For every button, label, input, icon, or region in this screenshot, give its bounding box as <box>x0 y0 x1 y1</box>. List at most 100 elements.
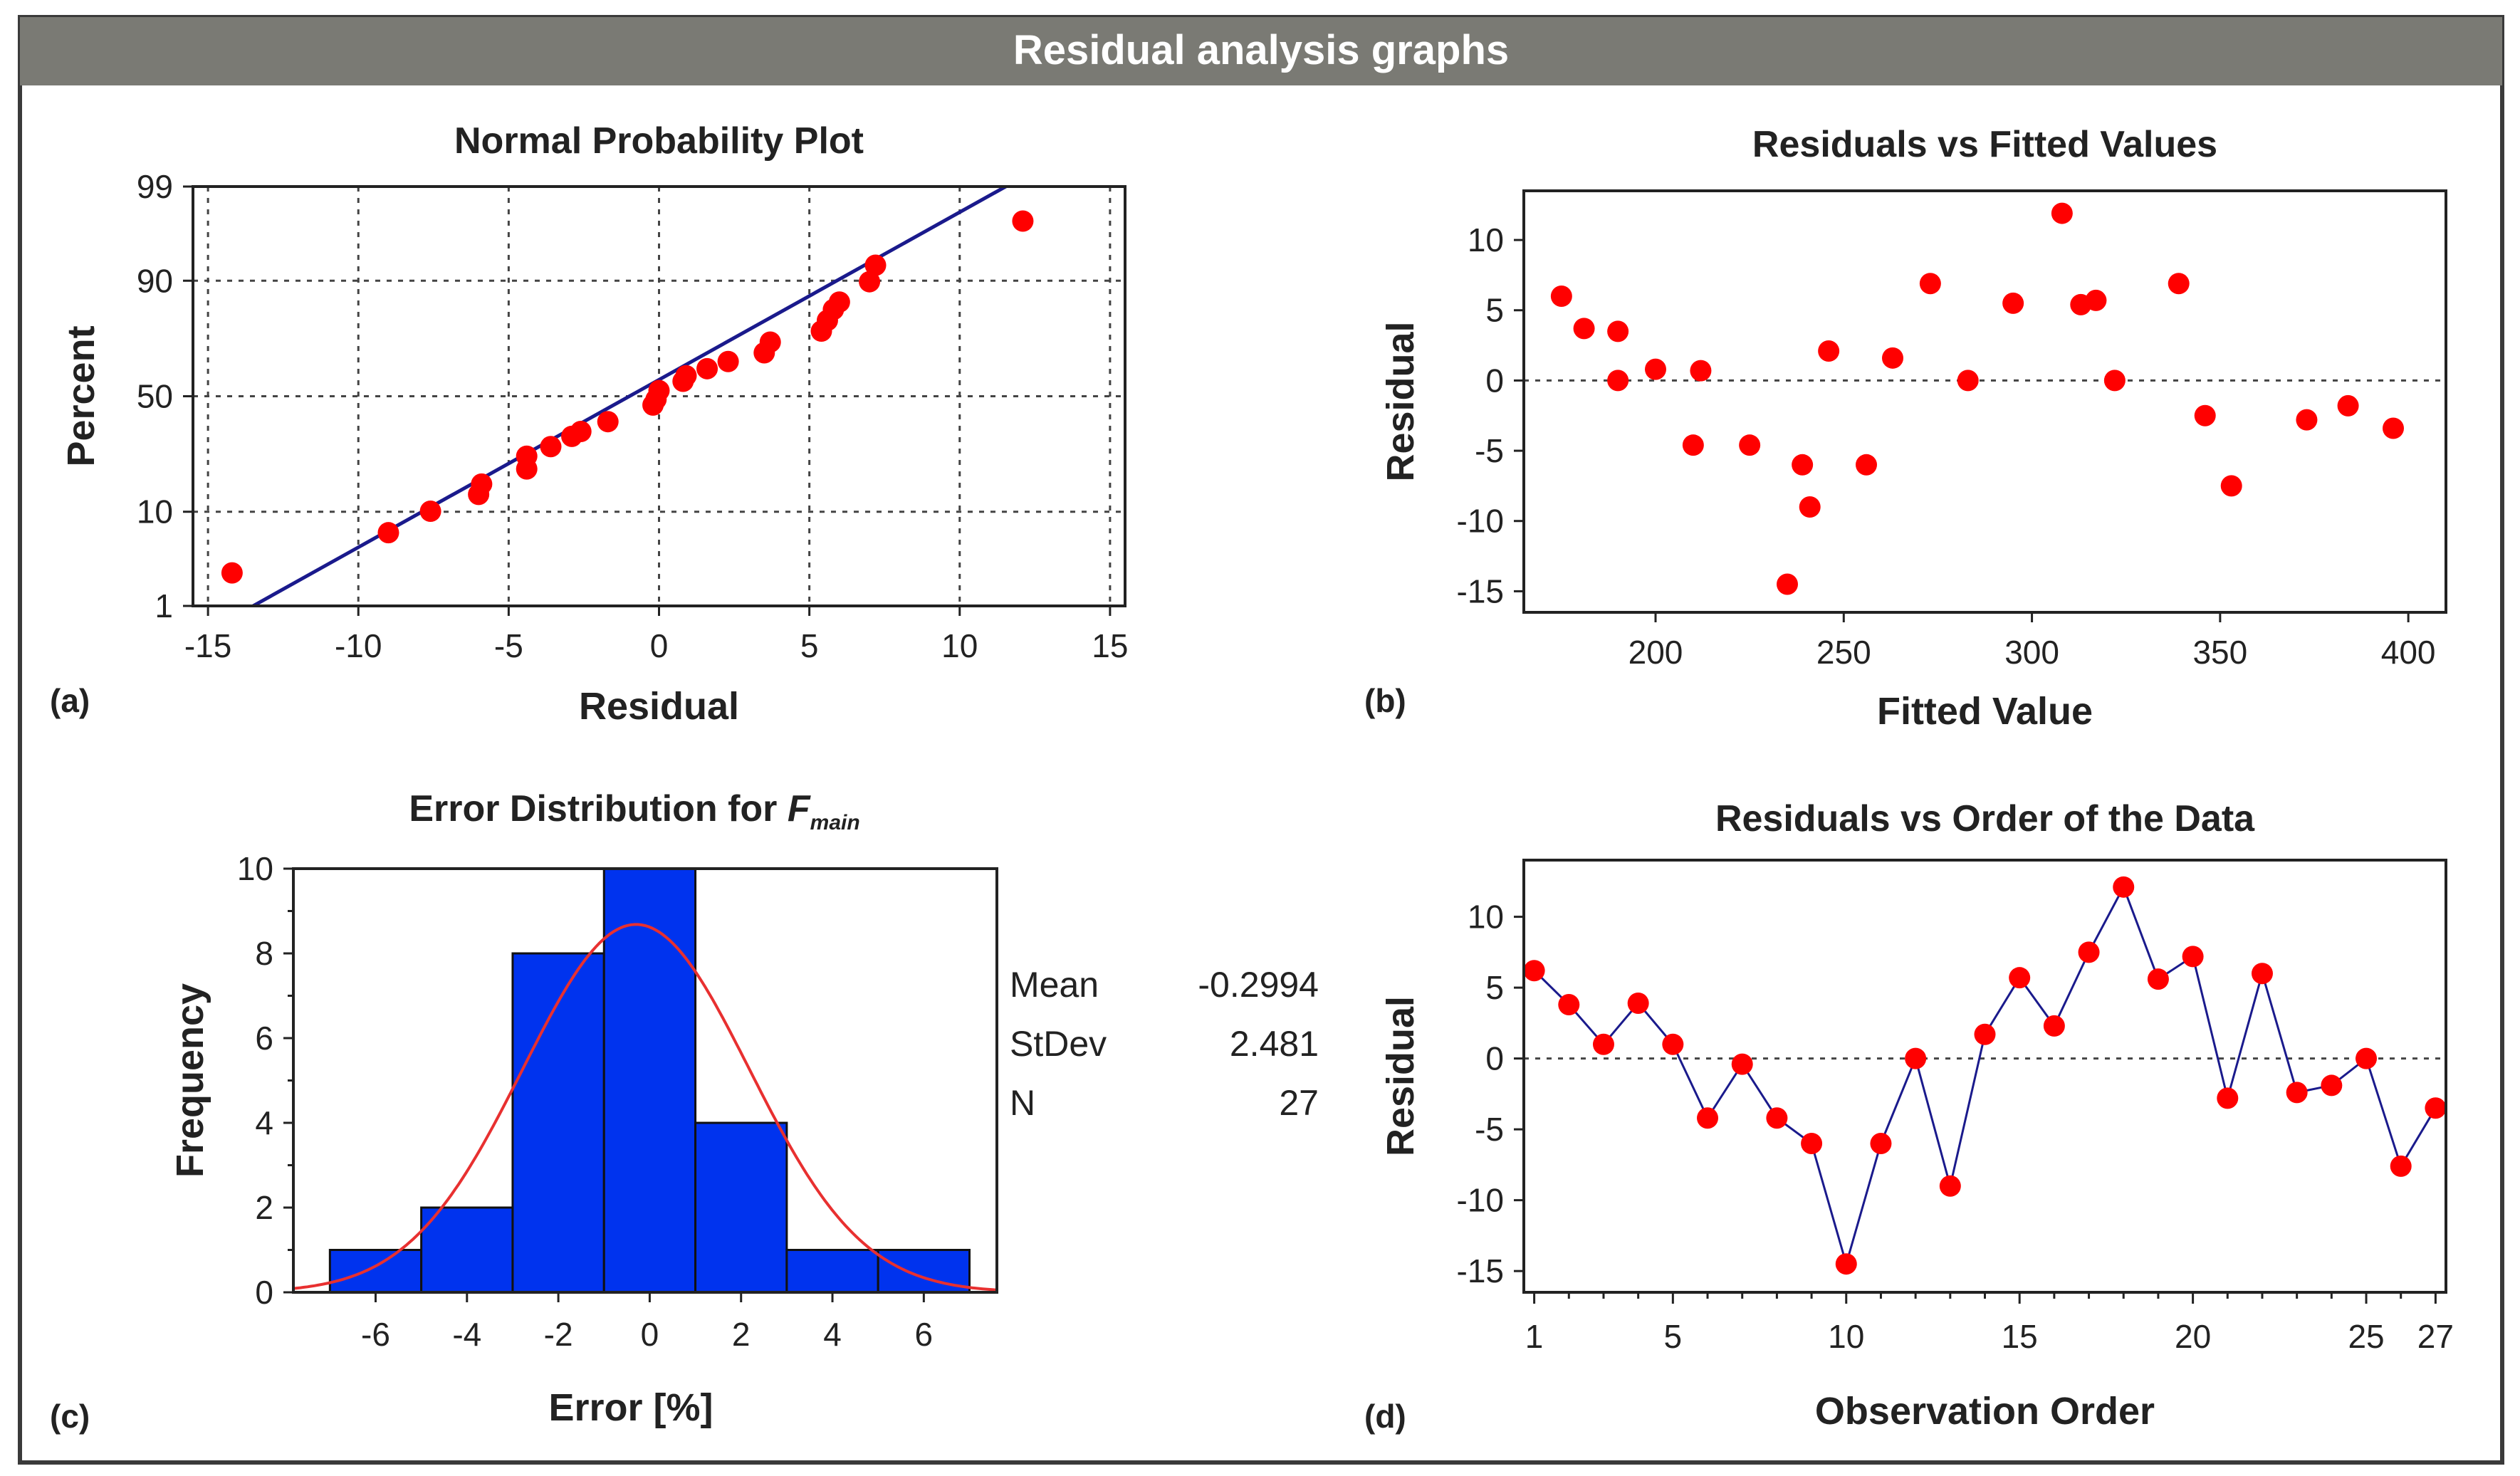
rvo-xtick-label-0: 1 <box>1525 1318 1544 1355</box>
rvf-point-26 <box>2383 417 2404 439</box>
rvo-point-1 <box>1558 993 1580 1015</box>
rvo-point-16 <box>2078 941 2100 963</box>
npp-xlabel: Residual <box>579 685 739 728</box>
npp-point-15 <box>675 365 697 387</box>
npp-ylabel: Percent <box>60 325 103 466</box>
npp-point-13 <box>648 380 670 402</box>
rvo-point-10 <box>1870 1133 1892 1155</box>
rvo-xtick-label-6: 27 <box>2417 1318 2454 1355</box>
npp-xtick-label-2: -5 <box>494 627 523 664</box>
rvo-xtick-label-2: 10 <box>1828 1318 1864 1355</box>
rvf-point-23 <box>2220 475 2242 497</box>
hist-normal-curve <box>293 923 998 1292</box>
rvf-point-11 <box>1818 340 1840 362</box>
rvo-xtick-label-5: 25 <box>2348 1318 2384 1355</box>
rvo-ylabel: Residual <box>1379 996 1422 1156</box>
rvf-ytick-label-0: -15 <box>1457 572 1504 609</box>
rvf-point-24 <box>2296 409 2318 431</box>
npp-xtick-label-3: 0 <box>650 627 669 664</box>
npp-point-4 <box>471 473 493 495</box>
hist-bar-3 <box>602 867 697 1294</box>
rvf-title: Residuals vs Fitted Values <box>1752 124 2217 165</box>
rvo-point-2 <box>1592 1033 1614 1055</box>
normal-probability-plot: Normal Probability Plot -15 -10 -5 0 5 10 15 1 10… <box>60 120 1128 728</box>
rvf-point-17 <box>2051 202 2073 224</box>
rvo-point-6 <box>1731 1053 1753 1075</box>
rvo-point-7 <box>1766 1107 1788 1129</box>
rvf-ytick-label-1: -10 <box>1457 503 1504 540</box>
hist-xtick-label-3: 0 <box>641 1316 659 1353</box>
error-distribution-histogram: Error Distribution for Fmain -6 -4 -2 0 2 4 6 0 2… <box>169 788 1319 1429</box>
rvo-point-13 <box>1974 1023 1996 1045</box>
npp-ytick-label-3: 90 <box>137 262 173 299</box>
rvf-point-10 <box>1799 496 1821 518</box>
npp-point-17 <box>717 350 739 372</box>
rvo-point-11 <box>1905 1047 1927 1069</box>
hist-frame <box>292 867 998 1294</box>
rvo-point-3 <box>1627 993 1649 1015</box>
npp-point-6 <box>516 445 538 467</box>
hist-ytick-label-5: 10 <box>237 850 273 887</box>
header-bar <box>20 17 2502 85</box>
panel-label-d: (d) <box>1364 1398 1406 1435</box>
rvf-point-22 <box>2194 404 2216 426</box>
npp-xtick-label-6: 15 <box>1092 627 1128 664</box>
rvf-xtick-label-1: 250 <box>1816 634 1871 671</box>
rvo-ytick-label-3: 0 <box>1485 1040 1504 1077</box>
rvo-point-21 <box>2251 963 2273 985</box>
hist-xtick-label-6: 6 <box>915 1316 934 1353</box>
hist-stat-value-2: 27 <box>1279 1083 1319 1123</box>
hist-stat-label-2: N <box>1010 1083 1035 1123</box>
panel-label-a: (a) <box>50 682 90 719</box>
rvo-point-20 <box>2217 1087 2239 1109</box>
rvf-point-0 <box>1550 286 1572 307</box>
rvo-title: Residuals vs Order of the Data <box>1715 798 2255 839</box>
rvo-point-4 <box>1662 1033 1684 1055</box>
hist-xtick-label-0: -6 <box>361 1316 390 1353</box>
rvo-xlabel: Observation Order <box>1815 1390 2155 1433</box>
rvf-point-19 <box>2085 289 2107 311</box>
rvf-point-16 <box>2002 292 2024 314</box>
hist-ytick-label-1: 2 <box>255 1189 273 1226</box>
npp-point-9 <box>570 420 592 442</box>
rvo-point-12 <box>1939 1175 1961 1197</box>
npp-ytick-label-0: 1 <box>155 587 173 624</box>
rvf-point-25 <box>2337 394 2359 417</box>
rvo-point-22 <box>2286 1082 2308 1104</box>
hist-ytick-label-2: 4 <box>255 1104 273 1141</box>
residuals-vs-fitted-plot: Residuals vs Fitted Values 200 250 300 350 40… <box>1379 124 2447 733</box>
hist-ytick-label-0: 0 <box>255 1274 273 1311</box>
hist-bar-0 <box>328 1249 423 1294</box>
panel-label-b: (b) <box>1364 682 1406 719</box>
npp-xtick-label-4: 5 <box>800 627 819 664</box>
npp-xtick-label-0: -15 <box>184 627 231 664</box>
rvf-point-20 <box>2103 370 2126 392</box>
rvf-ytick-label-5: 10 <box>1468 221 1504 258</box>
panel-label-c: (c) <box>50 1398 90 1435</box>
rvo-point-17 <box>2113 876 2135 898</box>
npp-point-24 <box>859 271 881 293</box>
rvo-frame <box>1522 859 2447 1294</box>
rvo-point-19 <box>2182 946 2204 968</box>
rvf-xlabel: Fitted Value <box>1877 690 2093 733</box>
rvf-point-6 <box>1690 360 1712 382</box>
hist-title: Error Distribution for Fmain <box>409 788 859 834</box>
rvo-point-9 <box>1835 1253 1857 1275</box>
rvf-point-21 <box>2168 273 2190 295</box>
npp-point-19 <box>759 331 781 353</box>
rvo-ytick-label-4: 5 <box>1485 969 1504 1006</box>
rvo-point-5 <box>1697 1107 1719 1129</box>
npp-xtick-label-1: -10 <box>335 627 382 664</box>
hist-ytick-label-3: 6 <box>255 1020 273 1057</box>
rvo-xtick-label-1: 5 <box>1664 1318 1683 1355</box>
rvf-xtick-label-3: 350 <box>2192 634 2247 671</box>
hist-stat-value-0: -0.2994 <box>1198 965 1319 1005</box>
rvf-point-9 <box>1792 454 1814 476</box>
rvf-point-2 <box>1607 320 1629 342</box>
rvf-ytick-label-3: 0 <box>1485 362 1504 399</box>
npp-point-7 <box>540 436 562 458</box>
rvf-xtick-label-0: 200 <box>1628 634 1683 671</box>
rvf-point-1 <box>1573 318 1595 340</box>
rvo-point-18 <box>2147 968 2169 990</box>
